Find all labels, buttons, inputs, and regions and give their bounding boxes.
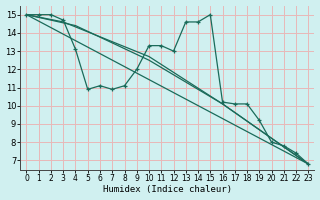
X-axis label: Humidex (Indice chaleur): Humidex (Indice chaleur) [103,185,232,194]
